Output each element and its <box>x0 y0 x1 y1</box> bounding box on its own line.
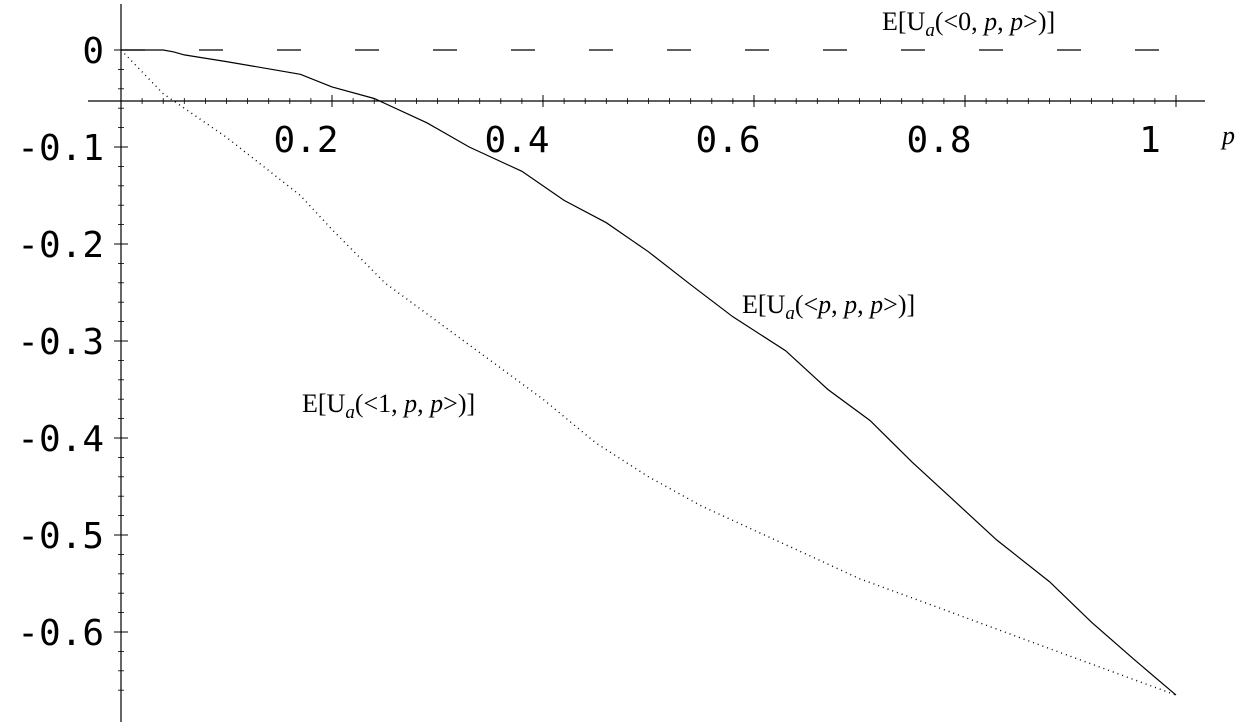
y-tick-label: -0.3 <box>17 322 104 363</box>
x-tick-label: 0.4 <box>484 120 549 161</box>
x-tick-label: 0.6 <box>695 120 760 161</box>
annotation-series-p: E[Ua(<p, p, p>)] <box>742 290 915 324</box>
series-one-line <box>120 49 1177 696</box>
major-ticks: 0.2 0.4 0.6 0.8 1 0 -0.1 -0.2 -0.3 -0.4 -0.5 -0.6 <box>17 31 1177 654</box>
series-lines <box>120 49 1177 696</box>
x-tick-label: 1 <box>1139 120 1161 161</box>
y-tick-label: -0.4 <box>17 419 104 460</box>
annotation-series-zero: E[Ua(<0, p, p>)] <box>882 7 1055 41</box>
x-axis-label: p <box>1220 121 1235 150</box>
y-tick-label: -0.1 <box>17 128 104 169</box>
annotation-series-one: E[Ua(<1, p, p>)] <box>302 389 475 423</box>
x-tick-label: 0.2 <box>273 120 338 161</box>
y-tick-label: -0.5 <box>17 516 104 557</box>
chart-axes <box>88 4 1205 722</box>
series-p-line <box>121 49 1177 696</box>
y-tick-label: 0 <box>82 31 104 72</box>
y-tick-label: -0.2 <box>17 225 104 266</box>
y-tick-label: -0.6 <box>17 613 104 654</box>
x-tick-label: 0.8 <box>906 120 971 161</box>
minor-ticks <box>118 69 1156 691</box>
